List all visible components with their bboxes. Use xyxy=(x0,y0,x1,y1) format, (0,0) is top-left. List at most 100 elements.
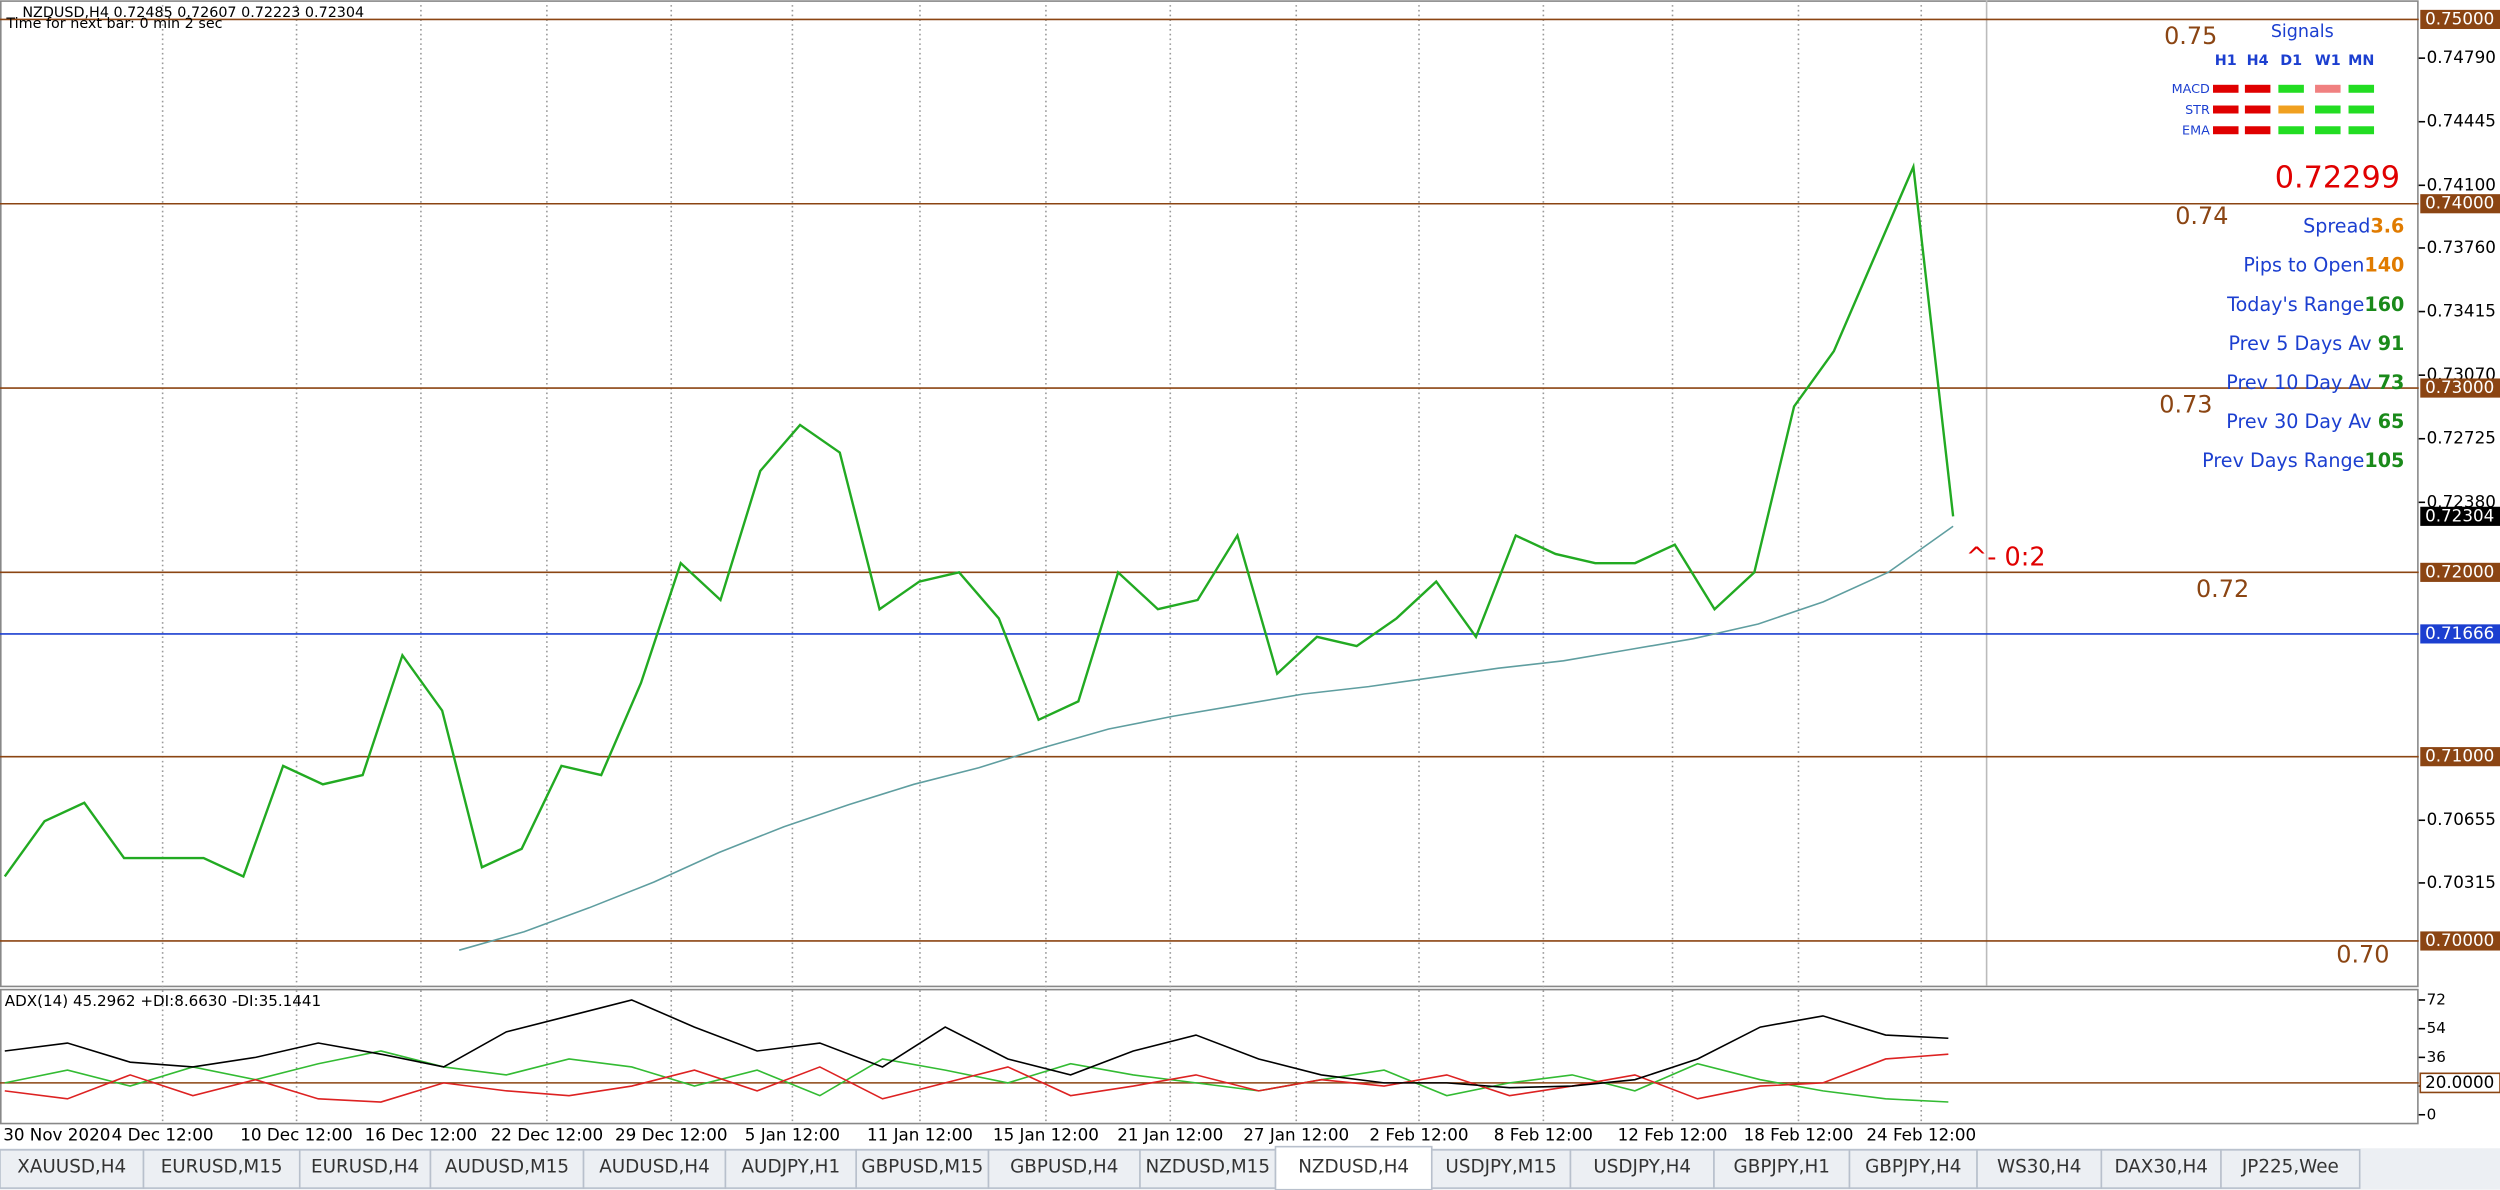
info-label: Prev 30 Day Av xyxy=(2226,410,2377,433)
info-value: 73 xyxy=(2378,370,2405,393)
signal-cell xyxy=(2348,105,2375,114)
level-note: 0.70 xyxy=(2336,940,2389,968)
level-label: 0.75000 xyxy=(2425,8,2494,28)
tab-label[interactable]: XAUUSD,H4 xyxy=(17,1156,126,1177)
tab-label[interactable]: USDJPY,M15 xyxy=(1445,1156,1556,1177)
level-box xyxy=(2420,624,2500,644)
signal-col: H1 xyxy=(2215,53,2237,69)
price-line xyxy=(3,162,1955,879)
tab-label[interactable]: AUDJPY,H1 xyxy=(742,1156,841,1177)
tab[interactable] xyxy=(724,1149,857,1189)
price-tick-label: 0.74790 xyxy=(2427,47,2496,67)
signal-cell xyxy=(2244,84,2271,93)
tab-label[interactable]: GBPJPY,H4 xyxy=(1865,1156,1961,1177)
tab-label[interactable]: EURUSD,H4 xyxy=(311,1156,419,1177)
tab[interactable] xyxy=(1569,1149,1715,1189)
signal-cell xyxy=(2315,126,2341,135)
info-value: 91 xyxy=(2378,331,2405,354)
tab-label[interactable]: NZDUSD,H4 xyxy=(1298,1156,1409,1177)
tab[interactable] xyxy=(2100,1149,2222,1189)
time-label: 29 Dec 12:00 xyxy=(615,1124,728,1144)
signal-cell xyxy=(2348,84,2375,93)
signal-cell xyxy=(2278,126,2304,135)
signal-cell xyxy=(2315,84,2341,93)
tab[interactable] xyxy=(987,1149,1141,1189)
tab-label[interactable]: WS30,H4 xyxy=(1997,1156,2081,1177)
info-value: 65 xyxy=(2378,410,2405,433)
info-row: Pips to Open140 xyxy=(2243,253,2404,276)
signal-cell xyxy=(2315,105,2341,114)
signal-col: H4 xyxy=(2247,53,2269,69)
tab-label[interactable]: JP225,Wee xyxy=(2241,1156,2339,1177)
price-tick-label: 0.73415 xyxy=(2427,301,2496,321)
signal-row: EMA xyxy=(2182,124,2210,139)
time-label: 12 Feb 12:00 xyxy=(1618,1124,1728,1144)
time-label: 27 Jan 12:00 xyxy=(1243,1124,1349,1144)
level-box xyxy=(2420,9,2500,29)
time-label: 4 Dec 12:00 xyxy=(112,1124,214,1144)
level-note: 0.75 xyxy=(2164,22,2217,50)
tab[interactable] xyxy=(0,1149,145,1189)
tab[interactable] xyxy=(2220,1149,2361,1189)
signal-col: MN xyxy=(2348,53,2374,69)
tab-label[interactable]: EURUSD,M15 xyxy=(161,1156,283,1177)
adx-tick-label: 0 xyxy=(2427,1105,2437,1123)
tab-label[interactable]: USDJPY,H4 xyxy=(1593,1156,1691,1177)
minus-di-line xyxy=(4,1053,1949,1103)
info-value: 105 xyxy=(2364,449,2404,472)
tab[interactable] xyxy=(855,1149,990,1189)
tab[interactable] xyxy=(1139,1149,1277,1189)
tab[interactable] xyxy=(1976,1149,2103,1189)
tab[interactable] xyxy=(142,1149,301,1189)
time-label: 24 Feb 12:00 xyxy=(1866,1124,1976,1144)
level-label: 0.71000 xyxy=(2425,746,2494,766)
adx-tick-label: 54 xyxy=(2427,1019,2446,1037)
price-tick-label: 0.74445 xyxy=(2427,111,2496,131)
time-label: 2 Feb 12:00 xyxy=(1369,1124,1468,1144)
signal-row: STR xyxy=(2185,103,2210,118)
price-tick-label: 0.70315 xyxy=(2427,872,2496,892)
chart-frame xyxy=(0,0,2419,988)
tab-label[interactable]: AUDUSD,H4 xyxy=(599,1156,710,1177)
tab-label[interactable]: GBPJPY,H1 xyxy=(1734,1156,1830,1177)
tab[interactable] xyxy=(582,1149,727,1189)
tab-label[interactable]: AUDUSD,M15 xyxy=(445,1156,569,1177)
adx-level-box xyxy=(2419,1072,2500,1094)
tab-label[interactable]: NZDUSD,M15 xyxy=(1145,1156,1270,1177)
countdown: ^- 0:2 xyxy=(1966,542,2046,572)
price-tick-label: 0.72380 xyxy=(2427,491,2496,511)
tab[interactable] xyxy=(1430,1149,1572,1189)
tab-label[interactable]: DAX30,H4 xyxy=(2114,1156,2207,1177)
level-box xyxy=(2420,931,2500,951)
level-label: 0.73000 xyxy=(2425,377,2494,397)
time-label: 18 Feb 12:00 xyxy=(1744,1124,1854,1144)
level-box xyxy=(2420,378,2500,398)
info-value: 160 xyxy=(2364,292,2404,315)
adx-level-label: 20.0000 xyxy=(2425,1072,2494,1092)
signal-cell xyxy=(2213,105,2239,114)
signal-col: D1 xyxy=(2280,53,2302,69)
signal-row: MACD xyxy=(2172,82,2210,97)
info-label: Spread xyxy=(2303,214,2370,237)
time-label: 11 Jan 12:00 xyxy=(867,1124,973,1144)
current-price: 0.72304 xyxy=(2425,505,2494,525)
level-label: 0.70000 xyxy=(2425,930,2494,950)
tab-label[interactable]: GBPUSD,M15 xyxy=(861,1156,983,1177)
info-row: Spread3.6 xyxy=(2303,214,2404,237)
tab-label[interactable]: GBPUSD,H4 xyxy=(1010,1156,1118,1177)
adx-tick-label: 36 xyxy=(2427,1048,2446,1066)
price-tick-label: 0.73760 xyxy=(2427,237,2496,257)
time-label: 8 Feb 12:00 xyxy=(1494,1124,1593,1144)
signal-cell xyxy=(2244,105,2271,114)
info-row: Prev Days Range105 xyxy=(2202,449,2404,472)
signal-cell xyxy=(2213,126,2239,135)
level-box xyxy=(2420,562,2500,582)
level-label: 0.71666 xyxy=(2425,623,2494,643)
time-label: 15 Jan 12:00 xyxy=(993,1124,1099,1144)
info-value: 3.6 xyxy=(2370,214,2404,237)
adx-label: ADX(14) 45.2962 +DI:8.6630 -DI:35.1441 xyxy=(5,992,321,1010)
timer: Time for next bar: 0 min 2 sec xyxy=(5,16,222,32)
plus-di-line xyxy=(4,1050,1949,1103)
time-label: 5 Jan 12:00 xyxy=(745,1124,840,1144)
